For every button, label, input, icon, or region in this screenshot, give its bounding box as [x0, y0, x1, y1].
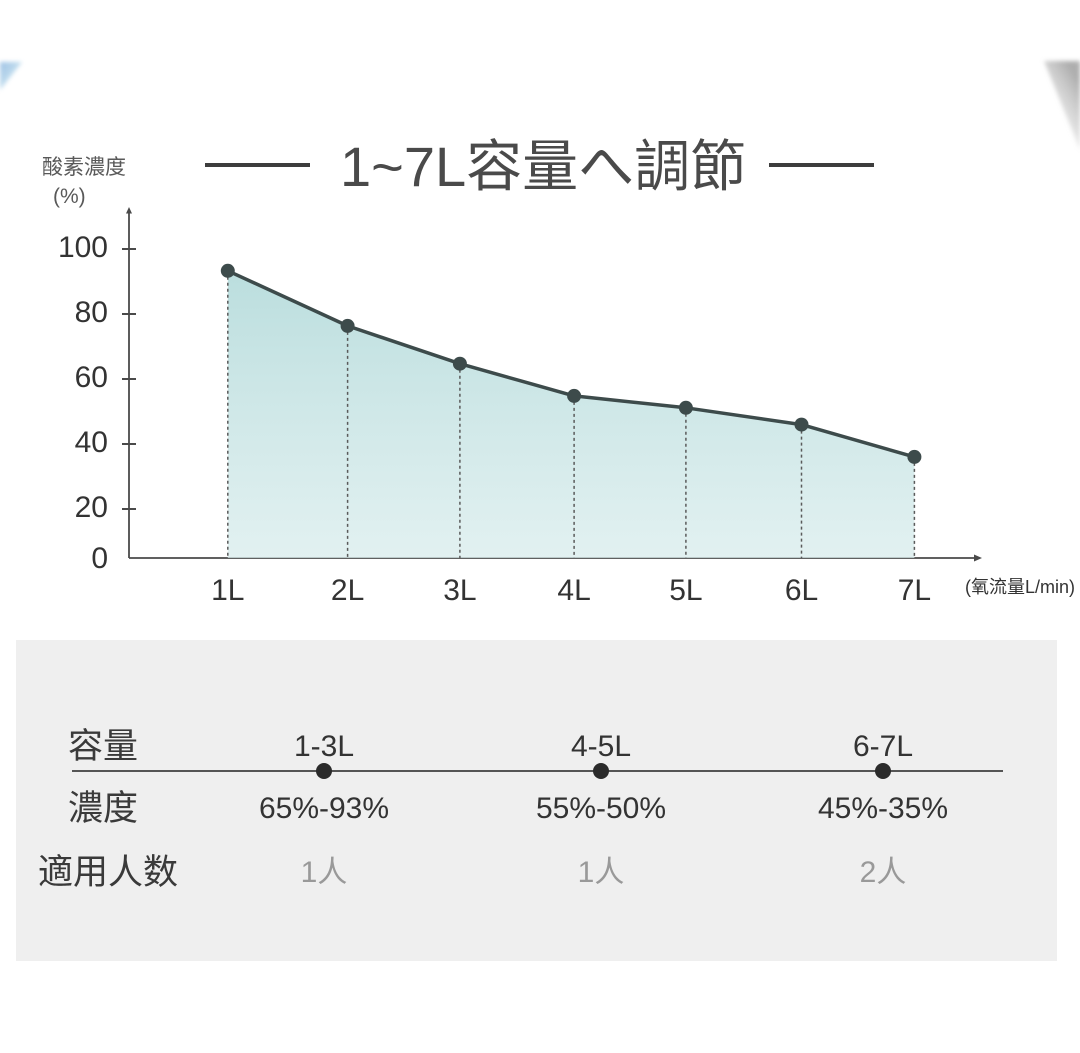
svg-text:6-7L: 6-7L	[853, 730, 913, 763]
svg-text:1-3L: 1-3L	[294, 730, 354, 763]
svg-text:4-5L: 4-5L	[571, 730, 631, 763]
svg-text:1人: 1人	[301, 856, 348, 889]
svg-text:容量: 容量	[68, 727, 138, 766]
svg-text:1人: 1人	[578, 856, 625, 889]
svg-text:45%-35%: 45%-35%	[818, 792, 948, 825]
svg-text:2人: 2人	[860, 856, 907, 889]
svg-text:適用人数: 適用人数	[38, 853, 178, 892]
svg-text:65%-93%: 65%-93%	[259, 792, 389, 825]
svg-text:濃度: 濃度	[68, 789, 138, 828]
svg-text:55%-50%: 55%-50%	[536, 792, 666, 825]
